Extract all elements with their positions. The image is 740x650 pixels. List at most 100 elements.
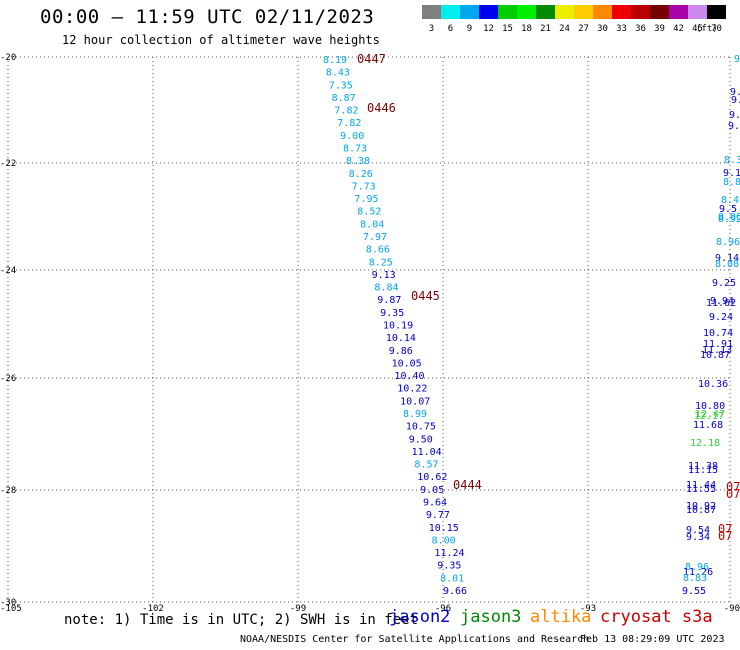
- swh-value: 11.68: [693, 420, 723, 431]
- scale-label: 9: [467, 24, 472, 34]
- swh-value: 8.52: [357, 207, 381, 218]
- swh-value: 9.: [730, 87, 740, 98]
- scale-label: 45: [692, 24, 703, 34]
- lon-label: -96: [435, 604, 451, 614]
- swh-value: 9.14: [715, 253, 739, 264]
- swh-value: 12.17: [694, 411, 724, 422]
- swh-value: 8.87: [332, 93, 356, 104]
- swh-value: 9.05: [420, 485, 444, 496]
- swh-value: 8.92: [718, 214, 740, 225]
- swh-value: 9.35: [437, 561, 461, 572]
- swh-value: 10.74: [703, 328, 733, 339]
- swh-value: 10.75: [406, 422, 436, 433]
- scale-label: 3: [429, 24, 434, 34]
- scale-swatch-24: [555, 5, 574, 19]
- scale-swatch-18: [517, 5, 536, 19]
- track-main: 8.19 8.437.35 8.87 7.827.82 9.00 8.738.38 8.26…: [323, 55, 467, 597]
- track-right: 99.9.9.9.8.39.18.88.49.58.968.928.969.14…: [682, 54, 740, 597]
- swh-value: 8.96: [685, 562, 709, 573]
- swh-value: 9.: [728, 121, 740, 132]
- axis-labels: -20 -22 -24 -26 -28 -30-105 -102 -99 -96 -93 -90: [0, 53, 740, 614]
- swh-value: 10.80: [695, 401, 725, 412]
- scale-label: 30: [597, 24, 608, 34]
- swh-value: 9.94: [710, 296, 734, 307]
- scale-label: 33: [616, 24, 627, 34]
- scale-label: 15: [502, 24, 513, 34]
- scale-label: 70: [711, 24, 722, 34]
- scale-swatch-3: [422, 5, 441, 19]
- swh-value: 10.07: [400, 396, 430, 407]
- scale-unit-label: (ft): [696, 24, 718, 34]
- swh-value: 8.00: [432, 535, 456, 546]
- scale-swatch-21: [536, 5, 555, 19]
- swh-value: 8.57: [414, 460, 438, 471]
- swh-value: 9.1: [723, 168, 740, 179]
- scale-swatch-39: [650, 5, 669, 19]
- swh-value: 12.18: [690, 438, 720, 449]
- swh-value: 11.26: [683, 567, 713, 578]
- scale-label: 42: [673, 24, 684, 34]
- swh-value: 8.8: [723, 177, 740, 188]
- swh-value: 10.36: [698, 379, 728, 390]
- footer-timestamp: Feb 13 08:29:09 UTC 2023: [580, 634, 725, 645]
- swh-value: 12.47: [695, 409, 725, 420]
- scale-label: 6: [448, 24, 453, 34]
- swh-value: 10.19: [383, 321, 413, 332]
- swh-value: 11.13: [702, 345, 732, 356]
- scale-label: 12: [483, 24, 494, 34]
- pass-time-label: 0445: [411, 289, 440, 303]
- swh-value: 11.38: [688, 461, 718, 472]
- swh-value: 9.: [729, 110, 740, 121]
- swh-value: 10.14: [386, 333, 416, 344]
- map-grid: [7, 56, 731, 603]
- swh-value: 8.66: [366, 245, 390, 256]
- swh-value: 9.77: [426, 510, 450, 521]
- lon-label: -93: [580, 604, 596, 614]
- swh-value: 9.54: [686, 525, 710, 536]
- lon-label: -90: [724, 604, 740, 614]
- pass-time-label: 07: [718, 529, 732, 543]
- swh-value: 9.25: [712, 278, 736, 289]
- swh-value: 7.82: [337, 118, 361, 129]
- swh-value: 11.04: [412, 447, 442, 458]
- swh-value: 9.5: [719, 204, 737, 215]
- swh-value: 10.87: [700, 350, 730, 361]
- lat-label: -28: [0, 486, 16, 496]
- swh-value: 9.13: [372, 270, 396, 281]
- lat-label: -24: [0, 266, 16, 276]
- lat-label: -22: [0, 159, 16, 169]
- swh-value: 8.19: [323, 55, 347, 66]
- legend-altika: altika: [530, 607, 592, 627]
- swh-value: 10.92: [686, 501, 716, 512]
- legend-cryosat-s3a: cryosat s3a: [600, 607, 713, 627]
- swh-value: 9.87: [377, 295, 401, 306]
- swh-value: 9: [734, 54, 740, 65]
- pass-time-label: 07: [726, 487, 740, 501]
- scale-swatch-6: [441, 5, 460, 19]
- scale-label: 24: [559, 24, 570, 34]
- swh-value: 8.3: [724, 155, 740, 166]
- swh-value: 8.04: [360, 219, 384, 230]
- swh-value: 9.50: [409, 434, 433, 445]
- swh-value: 11.24: [434, 548, 464, 559]
- scale-swatch-42: [669, 5, 688, 19]
- swh-value: 8.08: [715, 259, 739, 270]
- color-scale-bar: 3 6 9 12 15 18 21 24 27 30 33 36 39 42 45 70(ft): [422, 5, 726, 34]
- page-title: 00:00 – 11:59 UTC 02/11/2023: [40, 6, 375, 28]
- swh-value: 8.38: [346, 156, 370, 167]
- page-subtitle: 12 hour collection of altimeter wave hei…: [62, 33, 380, 47]
- swh-value: 10.05: [392, 358, 422, 369]
- swh-value: 8.73: [343, 144, 367, 155]
- swh-value: 7.73: [352, 181, 376, 192]
- footer-credit: NOAA/NESDIS Center for Satellite Applica…: [240, 634, 590, 645]
- pass-time-label: 0446: [367, 101, 396, 115]
- swh-value: 9.00: [340, 131, 364, 142]
- scale-swatch-15: [498, 5, 517, 19]
- swh-value: 8.99: [403, 409, 427, 420]
- scale-swatch-30: [593, 5, 612, 19]
- swh-value: 11.55: [686, 484, 716, 495]
- swh-value: 9.24: [709, 312, 733, 323]
- pass-time-label: 07: [726, 480, 740, 494]
- scale-swatch-36: [631, 5, 650, 19]
